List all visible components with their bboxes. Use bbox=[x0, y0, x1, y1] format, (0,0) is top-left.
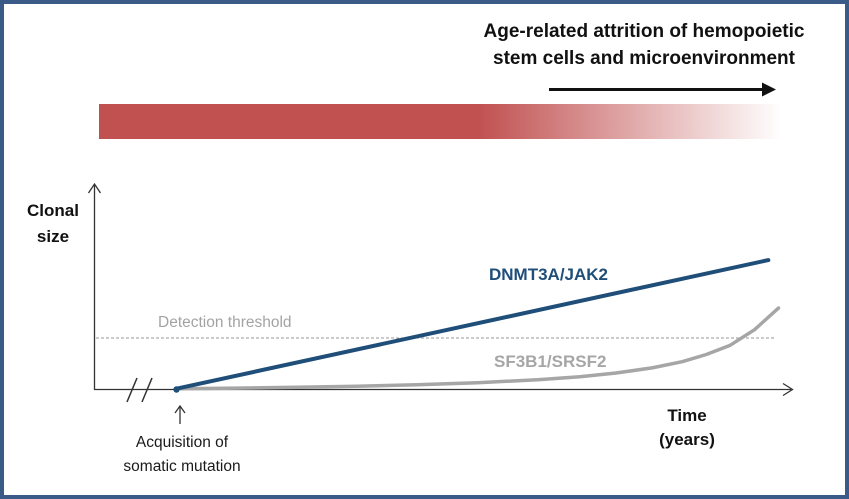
clonal-growth-plot bbox=[87, 182, 794, 424]
x-axis-label: Time (years) bbox=[659, 406, 715, 449]
axis-break-slash-1 bbox=[126, 377, 138, 403]
y-axis-label: Clonal size bbox=[27, 201, 79, 246]
figure-title: Age-related attrition of hemopoietic ste… bbox=[483, 21, 805, 69]
series-line-dnmt3a-jak2 bbox=[174, 258, 771, 391]
series-label-dnmt3a-jak2: DNMT3A/JAK2 bbox=[489, 265, 609, 284]
acquisition-annotation: Acquisition of somatic mutation bbox=[123, 434, 241, 475]
x-axis-arrowhead bbox=[782, 382, 794, 397]
up-arrow-head bbox=[174, 404, 186, 414]
series-label-sf3b1-srsf2: SF3B1/SRSF2 bbox=[494, 352, 607, 371]
series-line-sf3b1-srsf2 bbox=[174, 306, 781, 391]
axis-break-slash-2 bbox=[141, 377, 153, 403]
right-arrow-icon bbox=[549, 82, 776, 97]
y-axis-arrowhead bbox=[87, 182, 102, 194]
age-attrition-gradient-bar bbox=[99, 104, 789, 139]
mutation-origin-dot bbox=[173, 386, 180, 393]
right-arrow-head bbox=[762, 82, 776, 97]
detection-threshold-label: Detection threshold bbox=[158, 314, 292, 331]
